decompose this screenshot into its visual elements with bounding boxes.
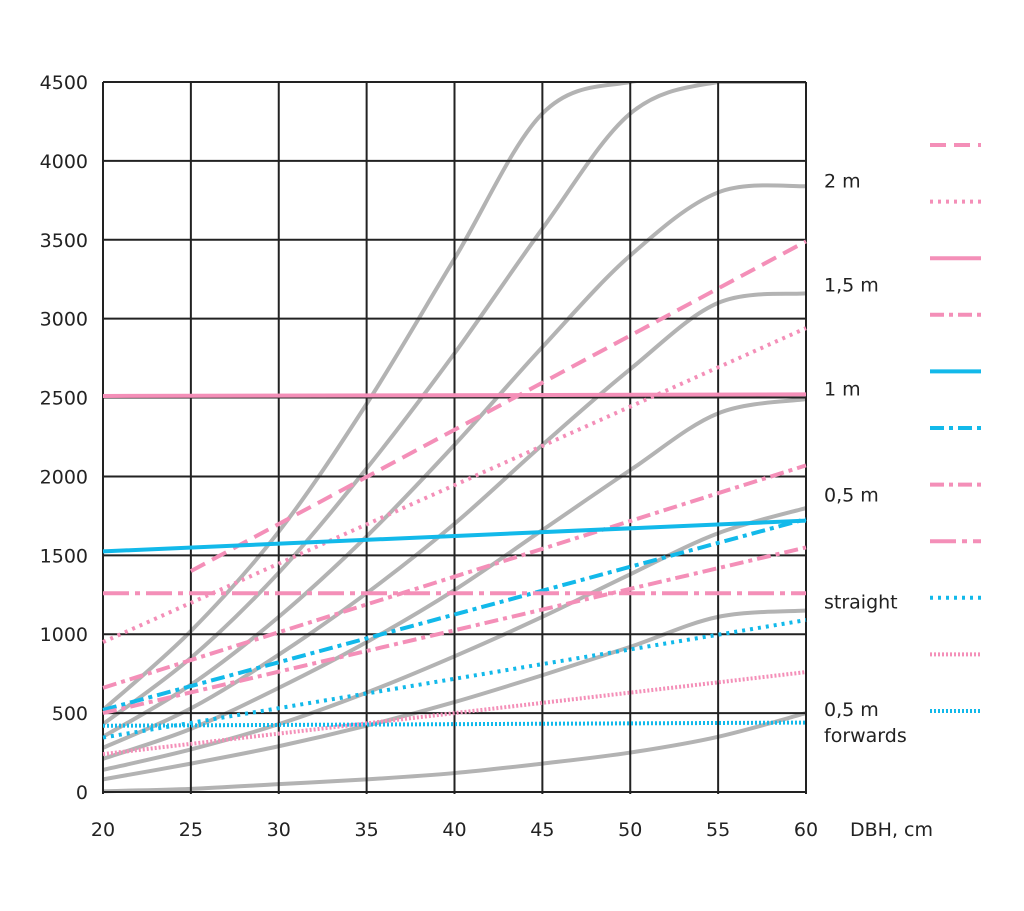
y-tick-label: 0 <box>76 782 88 804</box>
legend <box>930 143 981 713</box>
y-tick-label: 4000 <box>40 151 88 173</box>
series-pink-dashdot <box>102 463 807 690</box>
y-tick-label: 4500 <box>40 72 88 94</box>
series-pink-solid <box>102 392 807 398</box>
series-blue-solid <box>102 518 807 554</box>
x-tick-label: 40 <box>442 819 466 841</box>
series-lines <box>102 239 807 757</box>
y-tick-label: 2000 <box>40 466 88 488</box>
series-pink-dashdot-2 <box>102 545 807 716</box>
x-tick-labels: 20 25 30 35 40 45 50 55 60 <box>91 819 818 841</box>
x-tick-label: 60 <box>794 819 818 841</box>
x-tick-label: 25 <box>179 819 203 841</box>
y-tick-label: 1500 <box>40 545 88 567</box>
reference-curve-8 <box>101 82 806 712</box>
y-tick-label: 2500 <box>40 388 88 410</box>
series-pink-dotted <box>102 326 807 644</box>
side-label: 1,5 m <box>824 275 879 297</box>
side-label: 1 m <box>824 379 861 401</box>
x-tick-label: 20 <box>91 819 115 841</box>
side-labels: 2 m 1,5 m 1 m 0,5 m straight 0,5 m forwards <box>824 170 907 747</box>
y-tick-label: 1000 <box>40 624 88 646</box>
x-tick-label: 50 <box>618 819 642 841</box>
grid <box>102 81 807 794</box>
series-pink-dense-dotted <box>102 670 807 757</box>
series-blue-dotted <box>102 618 807 740</box>
series-blue-dashdot <box>102 517 807 712</box>
y-tick-label: 3500 <box>40 230 88 252</box>
y-tick-labels: 0 500 1000 1500 2000 2500 3000 3500 4000 4500 <box>40 72 88 804</box>
y-tick-label: 500 <box>52 703 88 725</box>
series-pink-dashed <box>189 239 807 573</box>
side-label: forwards <box>824 725 907 747</box>
side-label: straight <box>824 592 898 614</box>
x-tick-label: 45 <box>530 819 554 841</box>
side-label: 2 m <box>824 170 861 192</box>
x-tick-label: 35 <box>355 819 379 841</box>
side-label: 0,5 m <box>824 484 879 506</box>
y-tick-label: 3000 <box>40 309 88 331</box>
series-blue-dense-dotted <box>102 720 807 728</box>
x-tick-label: 55 <box>706 819 730 841</box>
side-label: 0,5 m <box>824 699 879 721</box>
x-axis-label: DBH, cm <box>850 819 933 841</box>
x-tick-label: 30 <box>267 819 291 841</box>
